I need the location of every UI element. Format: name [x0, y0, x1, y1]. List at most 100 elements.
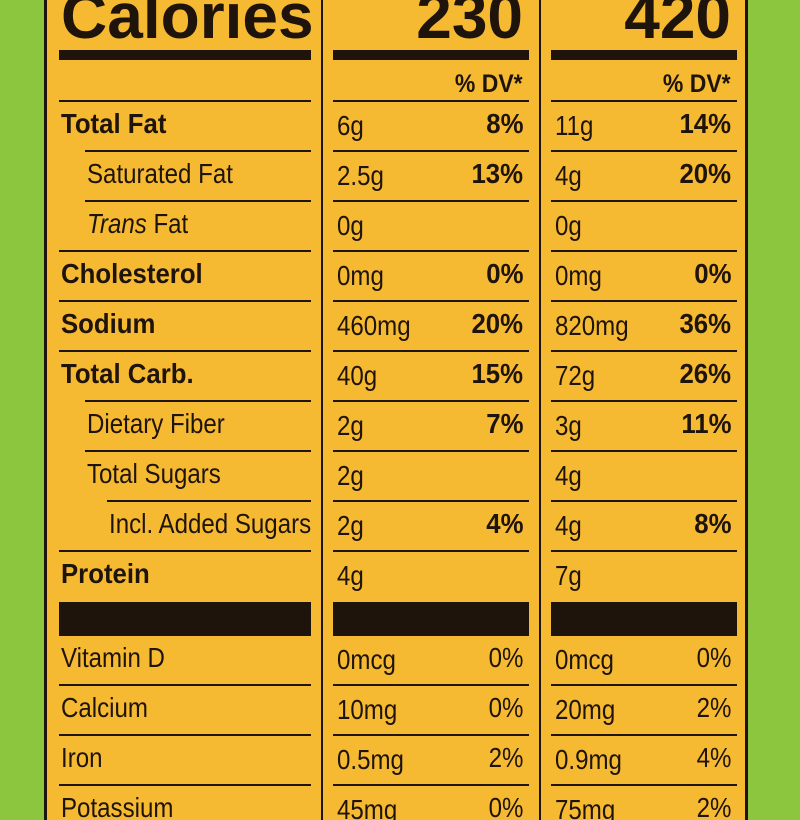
nutrient-rule — [333, 150, 529, 152]
nutrient-rule — [59, 100, 311, 102]
nutrient-dv-serving: 20% — [471, 308, 523, 339]
calories-value-package: 420 — [624, 0, 731, 52]
nutrient-rule — [85, 150, 311, 152]
nutrient-rule — [551, 250, 737, 252]
nutrient-rule — [333, 500, 529, 502]
nutrient-rule — [551, 100, 737, 102]
vitamin-amount-package: 0.9mg — [555, 744, 622, 775]
calories-row: Calories 230 420 — [47, 0, 745, 48]
nutrient-label: Total Fat — [61, 108, 167, 139]
nutrient-amount-package: 11g — [555, 110, 594, 141]
nutrient-label: Trans Fat — [87, 208, 189, 239]
vitamin-rule — [551, 784, 737, 786]
vitamin-dv-package: 2% — [696, 792, 731, 820]
vitamin-rule — [59, 684, 311, 686]
nutrient-rule — [551, 400, 737, 402]
vitamin-label: Iron — [61, 742, 103, 773]
nutrient-dv-serving: 15% — [471, 358, 523, 389]
nutrient-row: Incl. Added Sugars 2g 4% 4g 8% — [47, 500, 745, 550]
calories-thick-rule-col2 — [551, 50, 737, 60]
nutrient-rule — [551, 550, 737, 552]
calories-thick-rule-col1 — [333, 50, 529, 60]
vitamin-dv-package: 4% — [696, 742, 731, 773]
nutrient-rule — [333, 200, 529, 202]
nutrient-row: Dietary Fiber 2g 7% 3g 11% — [47, 400, 745, 450]
vitamin-amount-serving: 10mg — [337, 694, 398, 725]
vitamin-rule — [59, 784, 311, 786]
nutrient-amount-package: 7g — [555, 560, 582, 591]
nutrient-rule — [333, 300, 529, 302]
nutrient-row: Total Carb. 40g 15% 72g 26% — [47, 350, 745, 400]
calories-thick-rule-label — [59, 50, 311, 60]
nutrient-amount-serving: 40g — [337, 360, 378, 391]
nutrient-rule — [551, 500, 737, 502]
vitamin-rule — [333, 684, 529, 686]
nutrient-label: Total Carb. — [61, 358, 194, 389]
nutrient-dv-package: 0% — [693, 258, 731, 289]
nutrient-amount-package: 820mg — [555, 310, 629, 341]
nutrient-amount-package: 0mg — [555, 260, 602, 291]
vitamin-dv-serving: 0% — [488, 642, 523, 673]
vitamin-dv-package: 2% — [696, 692, 731, 723]
vitamin-dv-serving: 0% — [488, 692, 523, 723]
nutrient-amount-package: 0g — [555, 210, 582, 241]
nutrient-amount-serving: 2g — [337, 460, 364, 491]
vitamin-dv-serving: 2% — [488, 742, 523, 773]
nutrient-dv-package: 8% — [693, 508, 731, 539]
calories-label: Calories — [61, 0, 314, 52]
vitamin-label: Potassium — [61, 792, 174, 820]
nutrient-rule — [333, 450, 529, 452]
nutrient-amount-package: 4g — [555, 460, 582, 491]
vitamin-separator-col2 — [551, 602, 737, 634]
nutrient-rule — [85, 400, 311, 402]
nutrient-rule — [59, 250, 311, 252]
vitamin-rule — [59, 634, 311, 636]
nutrient-amount-serving: 2g — [337, 410, 364, 441]
nutrient-dv-serving: 0% — [485, 258, 523, 289]
nutrient-amount-serving: 0mg — [337, 260, 384, 291]
nutrient-dv-package: 11% — [680, 408, 731, 439]
vitamin-label: Vitamin D — [61, 642, 165, 673]
nutrient-rule — [333, 250, 529, 252]
nutrient-rule — [551, 350, 737, 352]
vitamin-rule — [59, 734, 311, 736]
vitamin-amount-serving: 0.5mg — [337, 744, 404, 775]
nutrient-label: Incl. Added Sugars — [109, 508, 312, 539]
nutrient-dv-package: 26% — [679, 358, 731, 389]
dv-header-package: % DV* — [663, 70, 731, 98]
nutrient-rule — [333, 550, 529, 552]
vitamin-amount-package: 20mg — [555, 694, 616, 725]
nutrient-rule — [551, 300, 737, 302]
nutrient-dv-package: 20% — [679, 158, 731, 189]
vitamin-rule — [333, 734, 529, 736]
vitamin-row: Potassium 45mg 0% 75mg 2% — [47, 784, 745, 820]
nutrient-amount-serving: 0g — [337, 210, 364, 241]
calories-value-serving: 230 — [416, 0, 523, 52]
nutrient-rule — [85, 450, 311, 452]
vitamin-separator-col1 — [333, 602, 529, 634]
nutrient-rule — [333, 400, 529, 402]
nutrient-rule — [59, 550, 311, 552]
vitamin-row: Vitamin D 0mcg 0% 0mcg 0% — [47, 634, 745, 684]
nutrient-rule — [551, 150, 737, 152]
nutrient-label: Dietary Fiber — [87, 408, 225, 439]
nutrient-dv-serving: 13% — [471, 158, 523, 189]
vitamin-row: Calcium 10mg 0% 20mg 2% — [47, 684, 745, 734]
nutrient-row: Sodium 460mg 20% 820mg 36% — [47, 300, 745, 350]
vitamin-amount-package: 0mcg — [555, 644, 614, 675]
nutrient-rule — [551, 200, 737, 202]
vitamin-amount-serving: 0mcg — [337, 644, 396, 675]
nutrient-amount-package: 72g — [555, 360, 596, 391]
nutrient-dv-serving: 8% — [485, 108, 523, 139]
nutrient-rule — [59, 300, 311, 302]
nutrient-dv-serving: 4% — [485, 508, 523, 539]
column-divider-1 — [321, 0, 323, 820]
nutrient-row: Cholesterol 0mg 0% 0mg 0% — [47, 250, 745, 300]
nutrient-rule — [85, 200, 311, 202]
nutrient-label: Protein — [61, 558, 150, 589]
vitamin-row: Iron 0.5mg 2% 0.9mg 4% — [47, 734, 745, 784]
nutrient-label: Total Sugars — [87, 458, 221, 489]
vitamin-separator-label — [59, 602, 311, 634]
column-divider-2 — [539, 0, 541, 820]
nutrient-amount-serving: 4g — [337, 560, 364, 591]
